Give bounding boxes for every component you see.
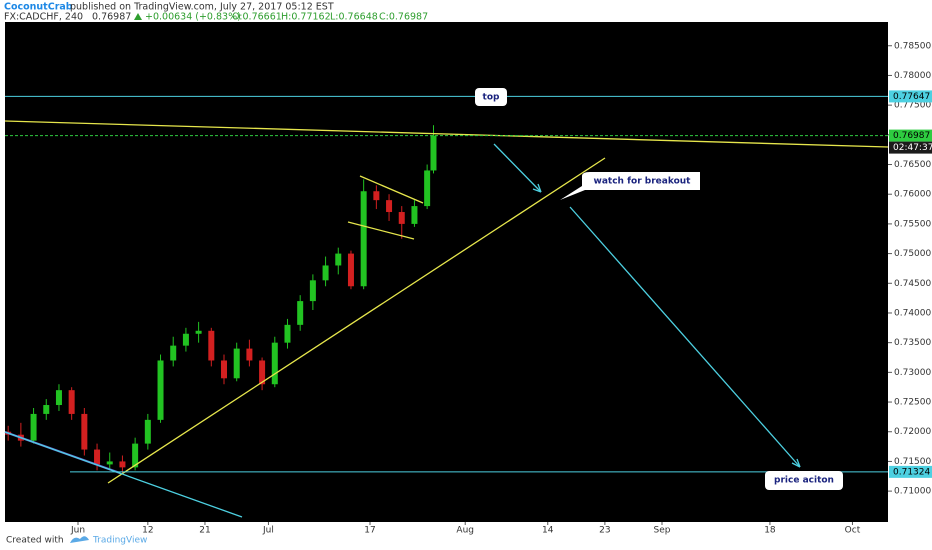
y-tick-label: 0.76500 [894,160,931,170]
y-tick-label: 0.78000 [894,71,931,81]
ohlc-open: O:0.76661 [232,12,282,23]
candle-body [182,333,189,346]
candle-body [132,443,139,468]
arrow-head [532,183,542,193]
candle-body [424,170,431,207]
candle-body [170,345,177,361]
flag-upper [359,175,424,204]
y-tick-label: 0.74000 [894,308,931,318]
candle-body [144,419,151,444]
x-tick-label: 12 [142,526,153,536]
candle-body [360,191,367,287]
y-tick-label: 0.73500 [894,338,931,348]
candle-body [271,342,278,385]
author[interactable]: CoconutCrab [4,2,73,13]
y-tick-label: 0.76000 [894,190,931,200]
candle-body [297,301,304,325]
candle-body [106,461,113,465]
candle-body [43,405,50,414]
y-tick-label: 0.72000 [894,427,931,437]
level-label: 0.71324 [893,467,930,477]
x-tick-label: Aug [456,526,474,536]
up-icon [134,13,142,20]
change: +0.00634 (+0.83%) [145,12,241,23]
candle-body [94,449,101,465]
candle-body [411,206,418,224]
ohlc-close: C:0.76987 [379,12,428,23]
candle-body [157,360,164,420]
arrow-head [791,458,801,468]
x-tick-label: Oct [845,526,861,536]
candle-body [233,348,240,379]
trend-line [107,157,606,484]
candle-body [322,265,329,281]
plot-area [5,22,888,522]
candle-body [430,135,437,171]
arrow [493,143,542,193]
candle-body [246,348,253,361]
footer-created: Created with [6,536,64,546]
candle-body [81,413,88,450]
candle-body [309,280,316,302]
published: published on TradingView.com, July 27, 2… [70,2,334,13]
candle-body [398,212,405,224]
channel-line [4,431,243,518]
x-tick-label: 23 [599,526,610,536]
candle-body [68,390,75,414]
countdown: 02:47:37 [893,143,932,153]
y-tick-label: 0.77500 [894,101,931,111]
candle-body [30,413,37,441]
last-price: 0.76987 [92,12,131,23]
ohlc-low: L:0.76648 [330,12,378,23]
candle-body [335,253,342,266]
arrow [569,206,801,468]
y-tick-label: 0.78500 [894,41,931,51]
y-tick-label: 0.71500 [894,457,931,467]
candle-body [55,390,62,406]
candle-body [347,253,354,287]
level-tag [889,90,932,103]
candle-body [119,461,126,468]
candle-body [221,360,228,379]
x-tick-label: 18 [764,526,776,536]
level-tag [889,129,932,142]
ohlc-high: H:0.77162 [281,12,331,23]
flag-lower [347,221,415,240]
x-tick-label: Jun [70,526,85,536]
resistance-line [4,120,889,148]
drawings [4,95,889,518]
y-tick-label: 0.73000 [894,368,931,378]
annotation-price-action: price aciton [774,476,834,486]
level-label: 0.76987 [893,131,930,141]
candle-body [195,330,202,334]
y-tick-label: 0.75500 [894,219,931,229]
x-tick-label: Sep [654,526,671,536]
level-tag [889,465,932,478]
y-tick-label: 0.74500 [894,279,931,289]
callout [475,88,507,106]
x-tick-label: 14 [542,526,554,536]
candles [5,125,437,474]
x-tick-label: Jul [262,526,274,536]
footer-brand[interactable]: TradingView [92,536,147,546]
callout [560,172,700,200]
annotation-top: top [483,93,500,103]
candle-body [208,330,215,361]
countdown-tag [889,141,932,154]
candle-body [386,200,393,213]
y-tick-label: 0.75000 [894,249,931,259]
logo [70,536,89,543]
candle-body [259,360,266,385]
annotation-breakout: watch for breakout [594,177,692,187]
candle-body [373,191,380,201]
level-label: 0.77647 [893,92,930,102]
x-tick-label: 21 [199,526,210,536]
symbol: FX:CADCHF, 240 [4,12,83,23]
x-tick-label: 17 [364,526,375,536]
callout [765,471,843,490]
y-tick-label: 0.72500 [894,398,931,408]
candle-body [284,324,291,343]
y-tick-label: 0.71000 [894,487,931,497]
